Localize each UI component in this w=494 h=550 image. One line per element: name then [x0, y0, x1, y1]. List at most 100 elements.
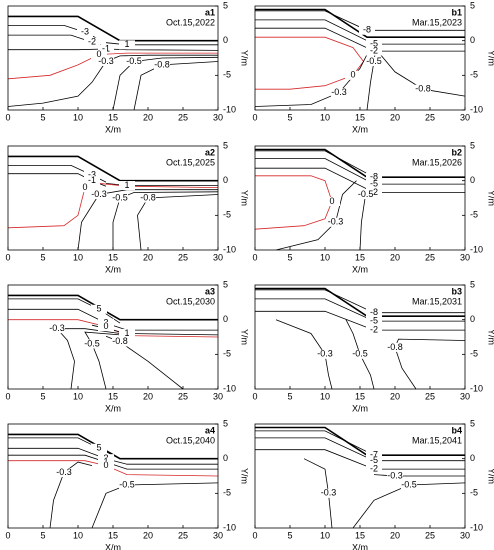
y-tick-label: -10 [470, 383, 483, 393]
x-tick-label: 15 [355, 530, 365, 540]
y-axis-label: Y/m [240, 50, 250, 66]
contour-label-bg [366, 316, 382, 326]
panel-label: b3 [451, 286, 462, 296]
contour-label-bg [91, 190, 107, 200]
x-tick-label: 15 [355, 391, 365, 401]
x-tick-label: 10 [320, 391, 330, 401]
x-tick-label: 20 [143, 530, 153, 540]
x-axis-label: X/m [352, 542, 368, 550]
y-axis-label: Y/m [240, 468, 250, 484]
contour-label: -0.3 [91, 189, 107, 199]
contour-label-bg [366, 56, 382, 66]
contour-line [366, 51, 376, 111]
contour-line [7, 54, 218, 107]
x-tick-label: 0 [252, 112, 257, 122]
contour-line [255, 310, 465, 331]
y-axis-label: Y/m [487, 190, 494, 206]
panel-label: b2 [451, 147, 462, 157]
contour-label: -0.5 [352, 349, 368, 359]
panel-label: a4 [205, 425, 215, 435]
x-axis-label: X/m [352, 403, 368, 413]
panel-date: Mar.15,2026 [412, 157, 462, 167]
y-tick-label: 0 [223, 35, 228, 45]
contour-label-bg [77, 27, 93, 37]
contour-label-bg [366, 172, 382, 182]
y-tick-label: 5 [470, 0, 475, 10]
panel: -8-5-20-0.3-0.50 5 10 15 20 25 30-10-505X/mY/m… [252, 140, 494, 274]
x-tick-label: 10 [73, 391, 83, 401]
y-tick-label: -5 [223, 349, 231, 359]
x-tick-label: 10 [73, 530, 83, 540]
y-tick-label: -5 [470, 70, 478, 80]
x-tick-label: 5 [287, 391, 292, 401]
x-tick-label: 10 [73, 112, 83, 122]
contour-label: 0 [350, 70, 355, 80]
contour-label: -2 [370, 324, 378, 334]
y-tick-label: -10 [223, 244, 236, 254]
contour-label: -1 [102, 43, 110, 53]
x-tick-label: 10 [320, 112, 330, 122]
contour-label: -3 [88, 169, 96, 179]
contour-label: -0.5 [401, 479, 417, 489]
y-tick-label: 5 [223, 279, 228, 289]
contour-label: -3 [81, 27, 89, 37]
contour-label-bg [112, 337, 128, 347]
contour-label: -0.5 [366, 56, 382, 66]
contour-label: -1 [88, 175, 96, 185]
panel: -3-2-1 10-0.3 -0.5 -0.80 5 10 15 20 25 30-10-505X… [5, 0, 249, 134]
x-tick-label: 30 [460, 530, 470, 540]
contour-label-bg [154, 60, 170, 70]
contour-label-bg [366, 187, 382, 197]
contour-label-bg [345, 70, 361, 80]
panel-date: Mar.15,2023 [412, 17, 462, 27]
y-tick-label: -10 [470, 104, 483, 114]
panel: -8-5-2-0.3 -0.5-0.80 5 10 15 20 25 30-10-505X/m… [252, 279, 494, 413]
contour-label-bg [84, 339, 100, 349]
contour-label: -8 [370, 172, 378, 182]
panel-date: Oct.15,2040 [166, 435, 215, 445]
contour-line [91, 482, 219, 529]
x-tick-label: 5 [40, 391, 45, 401]
contour-label-bg [112, 193, 128, 203]
ground-surface [8, 15, 218, 42]
contour-label: -2 [370, 187, 378, 197]
contour-line [275, 180, 357, 251]
contour-label: -0.3 [98, 56, 114, 66]
y-tick-label: 0 [223, 175, 228, 185]
contour-label-bg [91, 304, 107, 314]
contour-label-bg [366, 464, 382, 474]
ground-surface [8, 155, 218, 182]
y-axis-label: Y/m [487, 468, 494, 484]
contour-label: -0.3 [331, 87, 347, 97]
contour-label: -0.3 [56, 467, 72, 477]
contour-label: -0.5 [119, 479, 135, 489]
contour-label: 0 [96, 49, 101, 59]
contour-label: 1 [124, 180, 129, 190]
x-axis-label: X/m [105, 124, 121, 134]
contour-label: -0.3 [317, 349, 333, 359]
y-tick-label: -10 [223, 522, 236, 532]
y-tick-label: -5 [470, 210, 478, 220]
panel: -7-5-2-0.3-0.3-0.50 5 10 15 20 25 30-10-505X/m… [252, 418, 494, 550]
contour-label-bg [84, 37, 100, 47]
x-tick-label: 5 [40, 530, 45, 540]
panel-label: b1 [451, 7, 462, 17]
contour-label-bg [119, 181, 135, 191]
x-tick-label: 0 [252, 530, 257, 540]
x-axis-label: X/m [352, 124, 368, 134]
x-tick-label: 30 [460, 112, 470, 122]
x-tick-label: 15 [355, 112, 365, 122]
x-tick-label: 10 [73, 252, 83, 262]
y-tick-label: -5 [470, 488, 478, 498]
y-axis-label: Y/m [240, 190, 250, 206]
y-axis-label: Y/m [487, 50, 494, 66]
contour-label-bg [49, 324, 65, 334]
contour-label: -8 [363, 25, 371, 35]
contour-label: 0 [103, 460, 108, 470]
contour-label-bg [366, 179, 382, 189]
contour-line [255, 298, 465, 322]
contour-line [255, 449, 465, 470]
contour-label-bg [359, 25, 375, 35]
contour-label: -0.3 [49, 323, 65, 333]
